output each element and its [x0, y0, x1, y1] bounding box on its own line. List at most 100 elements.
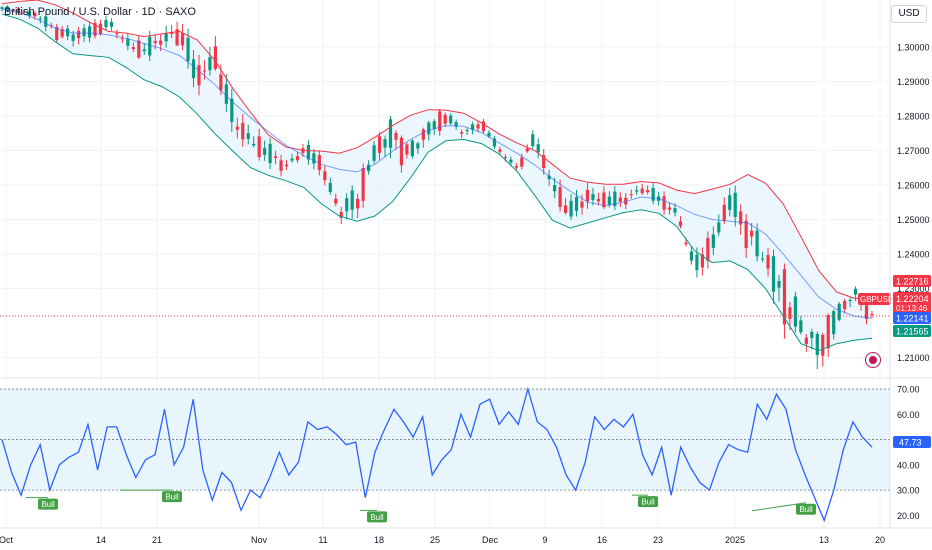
- candle-body: [826, 315, 830, 349]
- candle-body: [312, 153, 316, 164]
- rsi-tick-label: 40.00: [897, 460, 920, 470]
- bull-label: Bull: [641, 498, 655, 507]
- bull-label-box: [796, 503, 816, 515]
- candle-body: [372, 145, 376, 161]
- time-tick-label: 2025: [725, 535, 745, 545]
- candle-body: [750, 230, 754, 237]
- candle-body: [782, 269, 787, 325]
- candle-body: [77, 30, 81, 39]
- candle-body: [509, 159, 513, 163]
- price-tick-label: 1.28000: [897, 111, 930, 121]
- candle-body: [525, 148, 529, 152]
- candle-body: [356, 198, 360, 209]
- candle-body: [843, 301, 847, 310]
- rsi-value-tag: [893, 436, 931, 448]
- candle-body: [87, 26, 92, 38]
- candle-body: [219, 74, 223, 91]
- candle-body: [224, 84, 228, 104]
- candle-body: [317, 155, 321, 171]
- candle-body: [487, 132, 491, 137]
- price-tick-label: 1.25000: [897, 215, 930, 225]
- candle-body: [760, 258, 765, 260]
- candle-body: [651, 187, 655, 201]
- candle-body: [191, 59, 196, 79]
- candle-body: [257, 136, 261, 158]
- candle-body: [733, 192, 737, 218]
- candle-body: [71, 34, 75, 41]
- candle-body: [273, 156, 278, 159]
- rsi-line: [1, 386, 873, 523]
- time-tick-label: 13: [819, 535, 829, 545]
- candle-body: [98, 23, 103, 34]
- candle-body: [788, 307, 792, 320]
- candle-body: [481, 121, 486, 132]
- candle-body: [667, 207, 672, 210]
- candle-body: [853, 288, 858, 295]
- candle-body: [613, 191, 617, 206]
- time-tick-label: 14: [96, 535, 106, 545]
- candle-body: [443, 114, 447, 124]
- candle-body: [109, 21, 114, 27]
- candle-body: [689, 251, 694, 261]
- candle-body: [197, 65, 201, 86]
- candle-body: [553, 184, 557, 192]
- candle-body: [263, 147, 267, 155]
- price-tick-label: 1.24000: [897, 249, 930, 259]
- candle-body: [454, 122, 458, 127]
- candle-body: [766, 255, 770, 269]
- candle-body: [815, 333, 819, 356]
- candle-body: [388, 119, 393, 148]
- candle-body: [82, 28, 86, 37]
- candle-body: [104, 20, 108, 28]
- candle-body: [432, 121, 436, 129]
- candle-body: [804, 337, 808, 345]
- candle-body: [235, 126, 239, 130]
- candle-body: [213, 46, 217, 69]
- candle-body: [0, 7, 4, 9]
- price-tick-label: 1.21000: [897, 353, 930, 363]
- symbol-tag: [858, 293, 891, 305]
- time-tick-label: 18: [374, 535, 384, 545]
- candle-body: [563, 205, 568, 213]
- time-tick-label: 25: [430, 535, 440, 545]
- candle-body: [405, 144, 409, 155]
- candle-body: [246, 133, 250, 140]
- candle-body: [870, 313, 874, 315]
- candle-body: [416, 143, 420, 149]
- candle-body: [202, 70, 207, 72]
- currency-button[interactable]: USD: [891, 5, 927, 23]
- rsi-tick-label: 30.00: [897, 486, 920, 496]
- candle-body: [399, 137, 404, 166]
- candle-body: [531, 134, 535, 147]
- candle-body: [328, 182, 332, 192]
- candle-body: [498, 149, 502, 152]
- bull-label: Bull: [165, 493, 179, 502]
- candle-body: [27, 11, 31, 17]
- candle-body: [728, 195, 732, 210]
- candle-body: [142, 49, 146, 52]
- time-tick-label: Nov: [251, 535, 268, 545]
- candle-body: [739, 211, 743, 225]
- countdown-timer: 01:13:46: [896, 304, 928, 313]
- candle-body: [295, 156, 300, 161]
- candle-body: [367, 164, 371, 172]
- candle-body: [476, 124, 480, 129]
- candle-body: [678, 221, 683, 227]
- candle-body: [33, 13, 37, 17]
- candle-body: [44, 16, 48, 27]
- candle-body: [580, 201, 584, 208]
- candle-body: [607, 196, 611, 205]
- time-tick-label: 16: [597, 535, 607, 545]
- candle-body: [268, 143, 272, 164]
- candle-body: [421, 129, 425, 140]
- candle-body: [16, 8, 21, 14]
- candle-body: [361, 168, 365, 201]
- candle-body: [700, 254, 704, 268]
- candle-body: [345, 198, 349, 212]
- bull-label: Bull: [370, 513, 384, 522]
- candle-body: [394, 132, 398, 140]
- price-tick-label: 1.27000: [897, 146, 930, 156]
- candle-body: [832, 311, 836, 335]
- candle-body: [5, 6, 10, 10]
